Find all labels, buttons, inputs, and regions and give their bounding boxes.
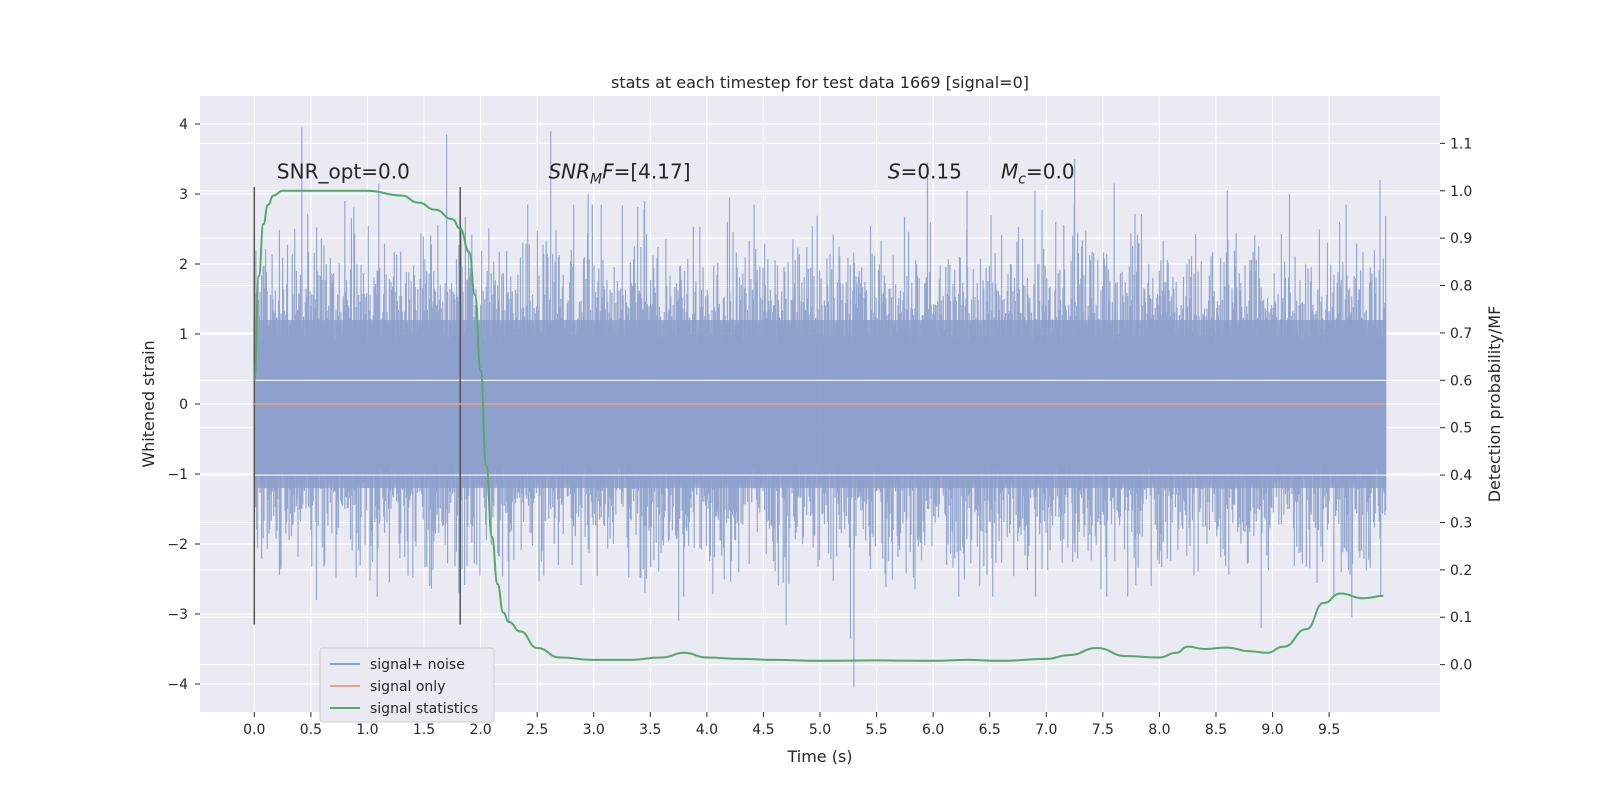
y2-tick-label: 0.3 — [1450, 515, 1472, 531]
annotation-part: F — [602, 160, 614, 184]
y2-axis-label: Detection probability/MF — [1485, 306, 1504, 503]
y2-tick-label: 0.4 — [1450, 468, 1472, 484]
x-tick-label: 1.5 — [413, 722, 435, 738]
y-tick-label: −2 — [167, 537, 188, 553]
x-tick-label: 9.5 — [1318, 722, 1340, 738]
y-tick-label: −1 — [167, 467, 188, 483]
x-tick-label: 8.5 — [1205, 722, 1227, 738]
annotation-3: Mc=0.0 — [1001, 160, 1075, 188]
y2-tick-label: 0.2 — [1450, 563, 1472, 579]
annotation-part: M — [590, 172, 602, 188]
x-tick-label: 2.5 — [526, 722, 548, 738]
x-tick-label: 7.5 — [1092, 722, 1114, 738]
y2-tick-label: 1.1 — [1450, 136, 1472, 152]
series-signal-statistics — [253, 189, 1384, 662]
annotation-part: =[4.17] — [614, 160, 691, 184]
x-tick-label: 6.0 — [922, 722, 944, 738]
legend: signal+ noise signal only signal statistic… — [319, 647, 495, 723]
x-tick-label: 6.5 — [979, 722, 1001, 738]
y2-tick-label: 1.0 — [1450, 184, 1472, 200]
legend-label: signal only — [370, 679, 445, 695]
legend-label: signal+ noise — [370, 657, 465, 673]
annotation-part: SNR — [548, 160, 590, 184]
y-axis-label: Whitened strain — [139, 340, 158, 467]
annotation-part: c — [1018, 172, 1026, 188]
x-tick-label: 7.0 — [1035, 722, 1057, 738]
y2-tick-label: 0.6 — [1450, 373, 1472, 389]
y-tick-label: 2 — [179, 257, 188, 273]
y-tick-label: 3 — [179, 187, 188, 203]
annotation-2: S=0.15 — [888, 160, 962, 184]
y2-tick-label: 0.1 — [1450, 610, 1472, 626]
x-tick-label: 5.5 — [865, 722, 887, 738]
x-tick-label: 4.0 — [696, 722, 718, 738]
annotation-1: SNRMF=[4.17] — [548, 160, 690, 188]
annotation-part: M — [1001, 160, 1018, 184]
y-tick-label: −4 — [167, 677, 188, 693]
annotations: SNR_opt=0.0 SNRMF=[4.17] S=0.15 Mc=0.0 — [277, 160, 1075, 188]
chart-title: stats at each timestep for test data 166… — [611, 73, 1029, 92]
legend-label: signal statistics — [370, 701, 478, 717]
y-tick-label: 1 — [179, 327, 188, 343]
y2-tick-label: 0.0 — [1450, 658, 1472, 674]
axes: 0.0 0.5 1.0 1.5 2.0 2.5 3.0 3.5 4.0 4.5 5.0 5.5 6.0 6… — [167, 117, 1472, 738]
y2-tick-label: 0.9 — [1450, 231, 1472, 247]
annotation-part: =0.0 — [1026, 160, 1075, 184]
x-axis-label: Time (s) — [786, 747, 852, 766]
annotation-part: S — [888, 160, 901, 184]
plot-area — [200, 127, 1440, 688]
x-tick-label: 3.5 — [639, 722, 661, 738]
x-tick-label: 3.0 — [583, 722, 605, 738]
x-tick-label: 4.5 — [752, 722, 774, 738]
x-tick-label: 2.0 — [469, 722, 491, 738]
x-tick-label: 0.5 — [300, 722, 322, 738]
x-tick-label: 5.0 — [809, 722, 831, 738]
annotation-0: SNR_opt=0.0 — [277, 160, 410, 184]
x-tick-label: 0.0 — [243, 722, 265, 738]
x-tick-label: 8.0 — [1148, 722, 1170, 738]
y-tick-label: 0 — [179, 397, 188, 413]
x-tick-label: 1.0 — [356, 722, 378, 738]
y-tick-label: −3 — [167, 607, 188, 623]
y-tick-label: 4 — [179, 117, 188, 133]
y2-tick-label: 0.5 — [1450, 421, 1472, 437]
annotation-part: =0.15 — [901, 160, 962, 184]
y2-tick-label: 0.8 — [1450, 279, 1472, 295]
legend-box — [319, 647, 495, 723]
x-tick-label: 9.0 — [1261, 722, 1283, 738]
y2-tick-label: 0.7 — [1450, 326, 1472, 342]
